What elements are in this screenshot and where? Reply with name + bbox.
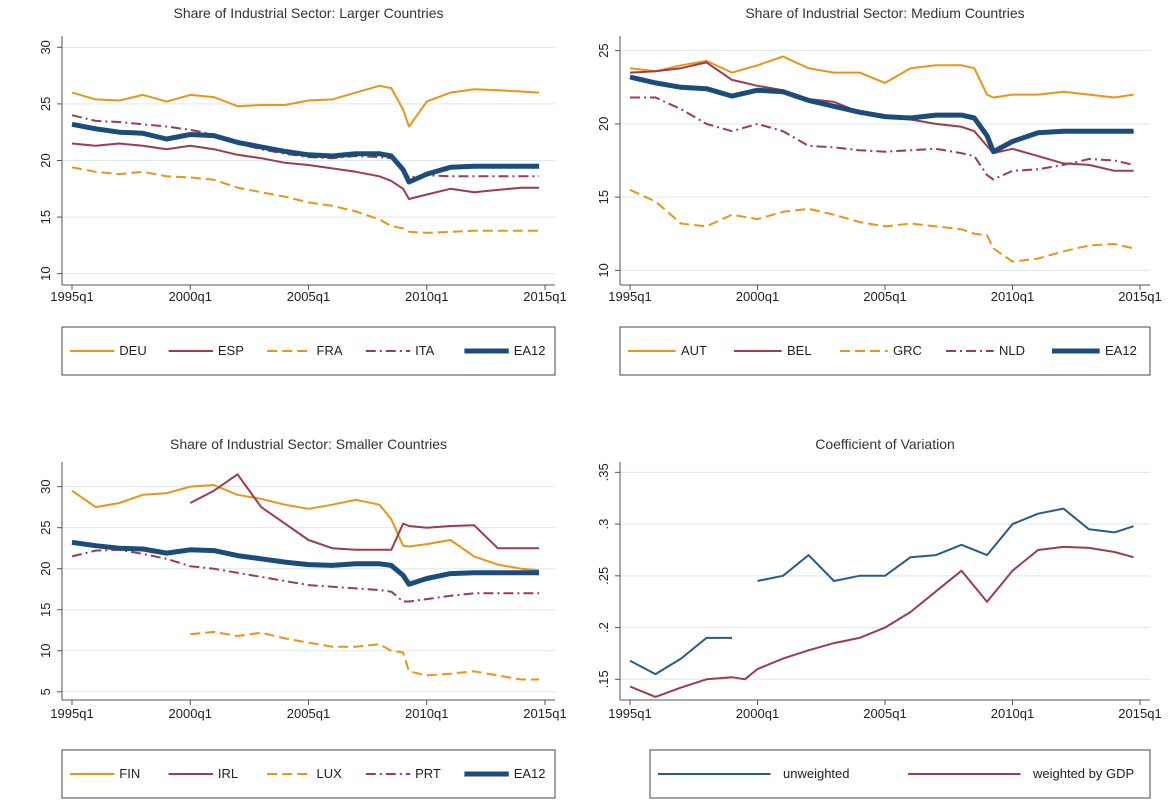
y-tick-label: 20: [38, 561, 53, 575]
series-line: [190, 630, 540, 681]
x-tick-label: 2000q1: [736, 289, 779, 304]
y-tick-label: 15: [596, 190, 611, 204]
y-tick-label: 10: [596, 263, 611, 277]
legend-label: EA12: [514, 766, 546, 781]
y-tick-label: 25: [38, 97, 53, 111]
y-tick-label: 5: [38, 688, 53, 695]
chart-panel: Share of Industrial Sector: Medium Count…: [596, 5, 1162, 376]
y-tick-label: .15: [596, 670, 611, 688]
series-line: [71, 548, 540, 603]
series-line: [71, 121, 540, 185]
series-line: [629, 74, 1134, 155]
y-tick-label: 25: [596, 43, 611, 57]
x-tick-label: 2005q1: [863, 706, 906, 721]
series-line: [71, 539, 540, 587]
x-tick-label: 2010q1: [405, 706, 448, 721]
chart-title: Share of Industrial Sector: Larger Count…: [173, 5, 443, 21]
x-tick-label: 2005q1: [287, 706, 330, 721]
chart-panel: Share of Industrial Sector: Larger Count…: [38, 5, 567, 376]
legend-label: unweighted: [783, 766, 850, 781]
legend-label: FRA: [317, 343, 343, 358]
x-tick-label: 2005q1: [863, 289, 906, 304]
x-tick-label: 2010q1: [991, 706, 1034, 721]
x-tick-label: 2015q1: [523, 289, 566, 304]
chart-title: Coefficient of Variation: [815, 436, 955, 452]
series-line: [629, 188, 1134, 263]
y-tick-label: .35: [596, 463, 611, 481]
x-tick-label: 1995q1: [608, 706, 651, 721]
series-line: [189, 473, 540, 551]
legend-label: AUT: [681, 343, 707, 358]
legend-label: NLD: [999, 343, 1025, 358]
legend-label: PRT: [415, 766, 441, 781]
y-tick-label: 10: [38, 266, 53, 280]
y-tick-label: .3: [596, 519, 611, 530]
chart-panel: Share of Industrial Sector: Smaller Coun…: [38, 436, 567, 799]
legend-label: EA12: [1105, 343, 1137, 358]
x-tick-label: 2000q1: [736, 706, 779, 721]
x-tick-label: 2000q1: [169, 289, 212, 304]
legend-label: ESP: [218, 343, 244, 358]
y-tick-label: .25: [596, 567, 611, 585]
y-tick-label: 20: [38, 153, 53, 167]
x-tick-label: 2000q1: [169, 706, 212, 721]
series-line: [71, 84, 540, 128]
legend-label: EA12: [514, 343, 546, 358]
x-tick-label: 2015q1: [1118, 706, 1161, 721]
y-tick-label: 10: [38, 644, 53, 658]
chart-title: Share of Industrial Sector: Medium Count…: [745, 5, 1024, 21]
legend-label: LUX: [317, 766, 343, 781]
legend-label: IRL: [218, 766, 238, 781]
x-tick-label: 2015q1: [1118, 289, 1161, 304]
x-tick-label: 2010q1: [991, 289, 1034, 304]
legend-label: FIN: [119, 766, 140, 781]
x-tick-label: 2015q1: [523, 706, 566, 721]
y-tick-label: 15: [38, 602, 53, 616]
y-tick-label: 15: [38, 210, 53, 224]
y-tick-label: 25: [38, 520, 53, 534]
chart-panel: Coefficient of Variation .15 .2 .25 .3 .35 199…: [596, 436, 1162, 799]
chart-title: Share of Industrial Sector: Smaller Coun…: [170, 436, 447, 452]
series-line: [629, 55, 1134, 99]
y-tick-label: 30: [38, 479, 53, 493]
x-tick-label: 2010q1: [405, 289, 448, 304]
legend-label: DEU: [119, 343, 146, 358]
x-tick-label: 1995q1: [50, 289, 93, 304]
series-line: [71, 484, 540, 572]
series-line: [71, 166, 540, 234]
series-line: [71, 142, 540, 200]
x-tick-label: 1995q1: [608, 289, 651, 304]
legend-label: ITA: [415, 343, 435, 358]
series-line: [629, 507, 1134, 676]
y-tick-label: 20: [596, 117, 611, 131]
legend-label: BEL: [787, 343, 812, 358]
series-line: [629, 545, 1134, 698]
y-tick-label: 30: [38, 40, 53, 54]
x-tick-label: 1995q1: [50, 706, 93, 721]
y-tick-label: .2: [596, 622, 611, 633]
series-line: [630, 96, 1134, 181]
legend-label: weighted by GDP: [1032, 766, 1134, 781]
x-tick-label: 2005q1: [287, 289, 330, 304]
legend-label: GRC: [893, 343, 922, 358]
